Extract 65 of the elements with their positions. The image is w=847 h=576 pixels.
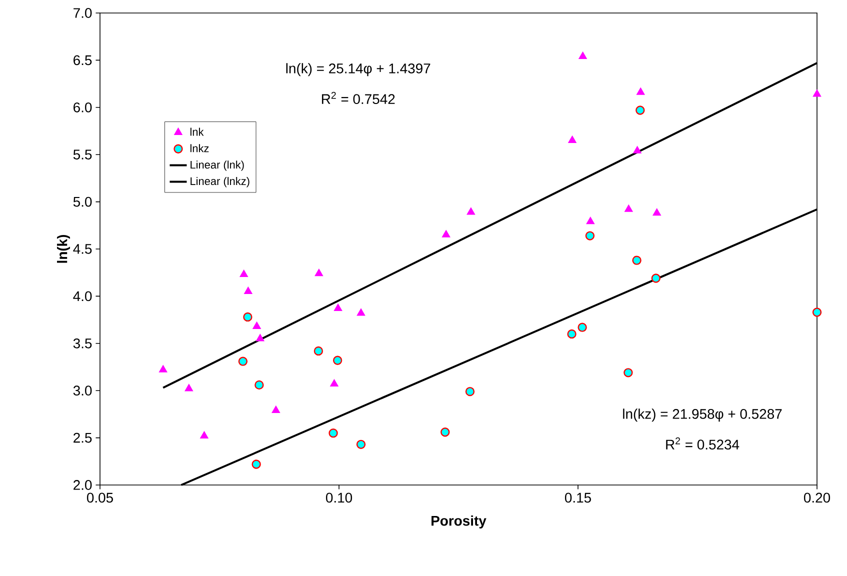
point (314, 346, 324, 356)
legend-label: lnk (190, 128, 204, 136)
annotation: ln(kz) = 21.958φ + 0.5287 (623, 408, 782, 422)
point (238, 356, 248, 366)
annotation: R$^{2}$ = 0.5234 (666, 437, 740, 450)
point (636, 106, 645, 115)
x-tick-label: 0.20 (804, 492, 830, 503)
point (585, 231, 595, 240)
point (633, 146, 642, 154)
point (200, 431, 208, 438)
y-tick-label: 6.5 (74, 55, 92, 66)
point (244, 286, 252, 294)
point (812, 90, 822, 97)
point (356, 308, 366, 316)
legend-label: Linear (lnkz) (190, 177, 250, 188)
point (624, 368, 633, 378)
point (465, 386, 475, 396)
x-tick-label: 0.10 (326, 492, 352, 503)
point (243, 312, 252, 322)
point (442, 230, 450, 238)
point (254, 380, 264, 390)
point (252, 460, 261, 469)
y-tick-label: 4.5 (73, 244, 92, 254)
x-tick-label: 0.05 (86, 492, 113, 503)
y-tick-label: 3.5 (73, 338, 92, 348)
point (568, 136, 576, 143)
y-tick-label: 2.5 (74, 432, 92, 443)
point (252, 322, 261, 329)
point (578, 52, 587, 59)
point (330, 379, 338, 387)
y-tick-label: 4.0 (73, 291, 92, 302)
y-tick-label: 2.0 (74, 480, 92, 490)
point (567, 329, 576, 339)
y-tick-label: 6.0 (74, 102, 92, 112)
point (272, 406, 280, 413)
point (240, 270, 248, 278)
point (314, 268, 323, 276)
point (578, 322, 587, 332)
x-tick-label: 0.15 (564, 492, 591, 503)
point (812, 308, 822, 317)
y-tick-label: 7.0 (74, 8, 92, 18)
point (632, 256, 642, 265)
legend-label: lnkz (190, 144, 209, 152)
y-tick-label: 5.0 (73, 196, 92, 207)
point (440, 428, 450, 437)
point (159, 365, 168, 372)
point (636, 88, 645, 95)
x-axis-title: Porosity (432, 515, 486, 528)
point (328, 428, 338, 438)
point (651, 274, 661, 283)
point (356, 440, 366, 449)
y-tick-label: 5.5 (73, 150, 92, 160)
y-tick-label: 3.0 (73, 386, 92, 396)
point (586, 216, 595, 224)
point (334, 304, 342, 312)
point (652, 208, 661, 216)
y-axis-title: ln(k) (56, 234, 70, 263)
point (256, 334, 264, 342)
point (624, 204, 633, 212)
point (466, 208, 476, 215)
point (332, 356, 342, 365)
legend-label: Linear (lnk) (190, 160, 244, 171)
point (184, 384, 193, 392)
annotation: ln(k) = 25.14φ + 1.4397 (286, 63, 430, 76)
annotation: R$^{2}$ = 0.7542 (322, 92, 395, 104)
